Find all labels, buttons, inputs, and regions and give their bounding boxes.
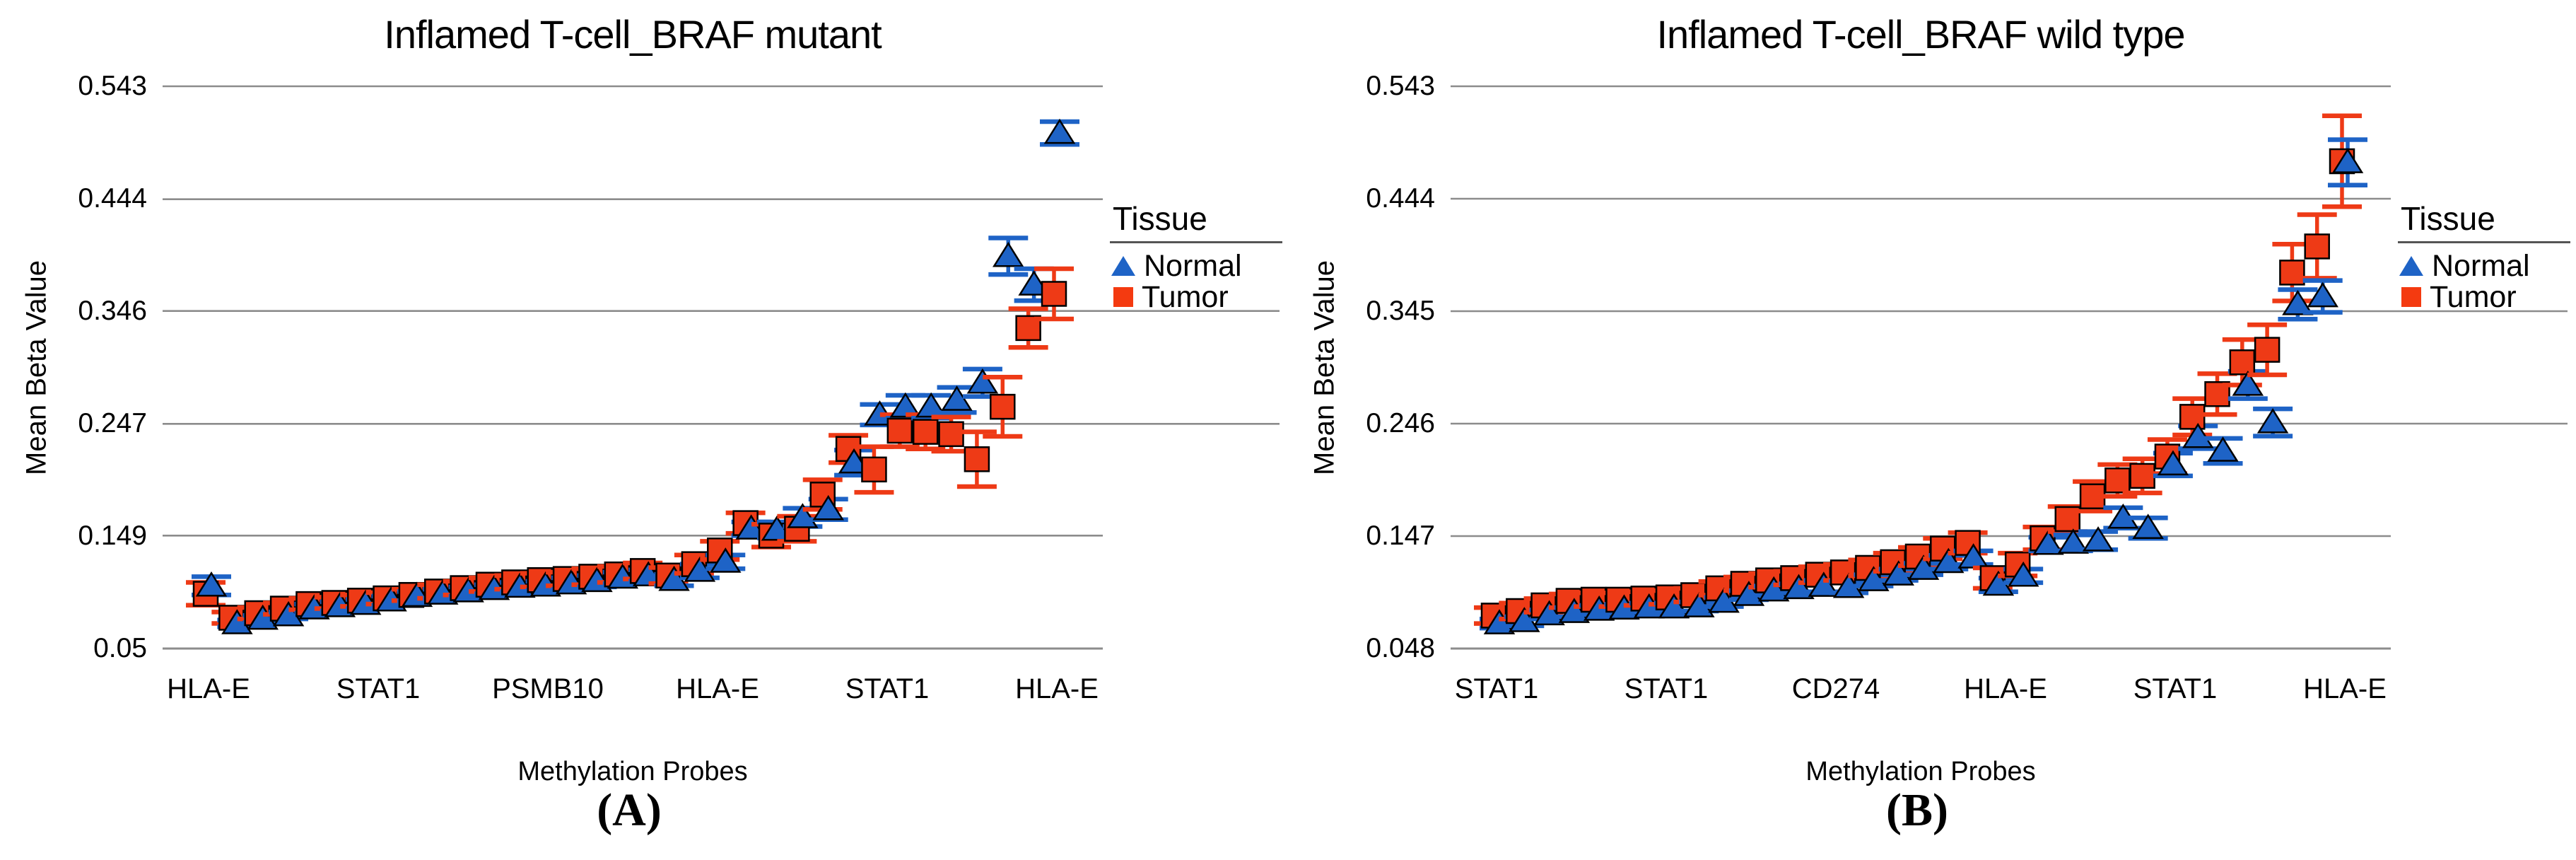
x-axis-title: Methylation Probes: [517, 757, 748, 786]
y-tick: 0.543: [1366, 71, 1435, 101]
x-tick: CD274: [1791, 673, 1880, 704]
x-tick: PSMB10: [492, 673, 604, 704]
legend-item-normal: Normal: [2398, 250, 2575, 281]
x-tick: STAT1: [1624, 673, 1709, 704]
legend-item-normal: Normal: [1110, 250, 1287, 281]
y-axis-title: Mean Beta Value: [21, 260, 52, 475]
chart-canvas: [1451, 85, 2568, 650]
legend-item-label: Normal: [1144, 249, 1242, 283]
legend: Tissue Normal Tumor: [2398, 200, 2575, 313]
panel-b: Inflamed T-cell_BRAF wild type Mean Beta…: [1288, 0, 2576, 860]
legend-item-label: Normal: [2432, 249, 2530, 283]
x-tick: STAT1: [336, 673, 421, 704]
x-tick: HLA-E: [676, 673, 759, 704]
normal-triangle-icon: [1111, 256, 1135, 276]
y-tick: 0.346: [78, 296, 147, 326]
chart-canvas: [163, 85, 1280, 650]
x-tick: HLA-E: [2303, 673, 2387, 704]
legend-divider: [2398, 241, 2570, 243]
legend-divider: [1110, 241, 1282, 243]
y-tick: 0.048: [1366, 633, 1435, 663]
x-tick: HLA-E: [1015, 673, 1099, 704]
y-tick: 0.444: [1366, 183, 1435, 214]
y-tick: 0.247: [78, 408, 147, 438]
legend-item-label: Tumor: [2430, 280, 2517, 314]
y-tick: 0.149: [78, 521, 147, 551]
panel-title: Inflamed T-cell_BRAF wild type: [1656, 12, 2185, 57]
legend: Tissue Normal Tumor: [1110, 200, 1287, 313]
legend-title: Tissue: [2401, 200, 2495, 237]
legend-item-tumor: Tumor: [2398, 281, 2575, 313]
x-tick: HLA-E: [1964, 673, 2047, 704]
x-tick: STAT1: [2133, 673, 2218, 704]
x-tick: STAT1: [845, 673, 930, 704]
tumor-square-icon: [2401, 287, 2421, 307]
panel-label-b: (B): [1886, 784, 1948, 836]
normal-triangle-icon: [2399, 256, 2423, 276]
panel-label-a: (A): [597, 784, 662, 836]
y-tick: 0.246: [1366, 408, 1435, 438]
y-tick: 0.05: [93, 633, 147, 663]
x-tick: HLA-E: [167, 673, 250, 704]
tumor-square-icon: [1113, 287, 1133, 307]
x-tick: STAT1: [1454, 673, 1539, 704]
legend-title: Tissue: [1113, 200, 1207, 237]
y-tick: 0.444: [78, 183, 147, 214]
y-tick: 0.147: [1366, 521, 1435, 551]
panel-a: Inflamed T-cell_BRAF mutant Mean Beta Va…: [21, 12, 1287, 836]
panel-title: Inflamed T-cell_BRAF mutant: [384, 12, 882, 57]
x-axis-title: Methylation Probes: [1805, 757, 2036, 786]
legend-item-tumor: Tumor: [1110, 281, 1287, 313]
y-axis-title: Mean Beta Value: [1309, 260, 1340, 475]
y-tick: 0.345: [1366, 296, 1435, 326]
y-tick: 0.543: [78, 71, 147, 101]
legend-item-label: Tumor: [1142, 280, 1229, 314]
